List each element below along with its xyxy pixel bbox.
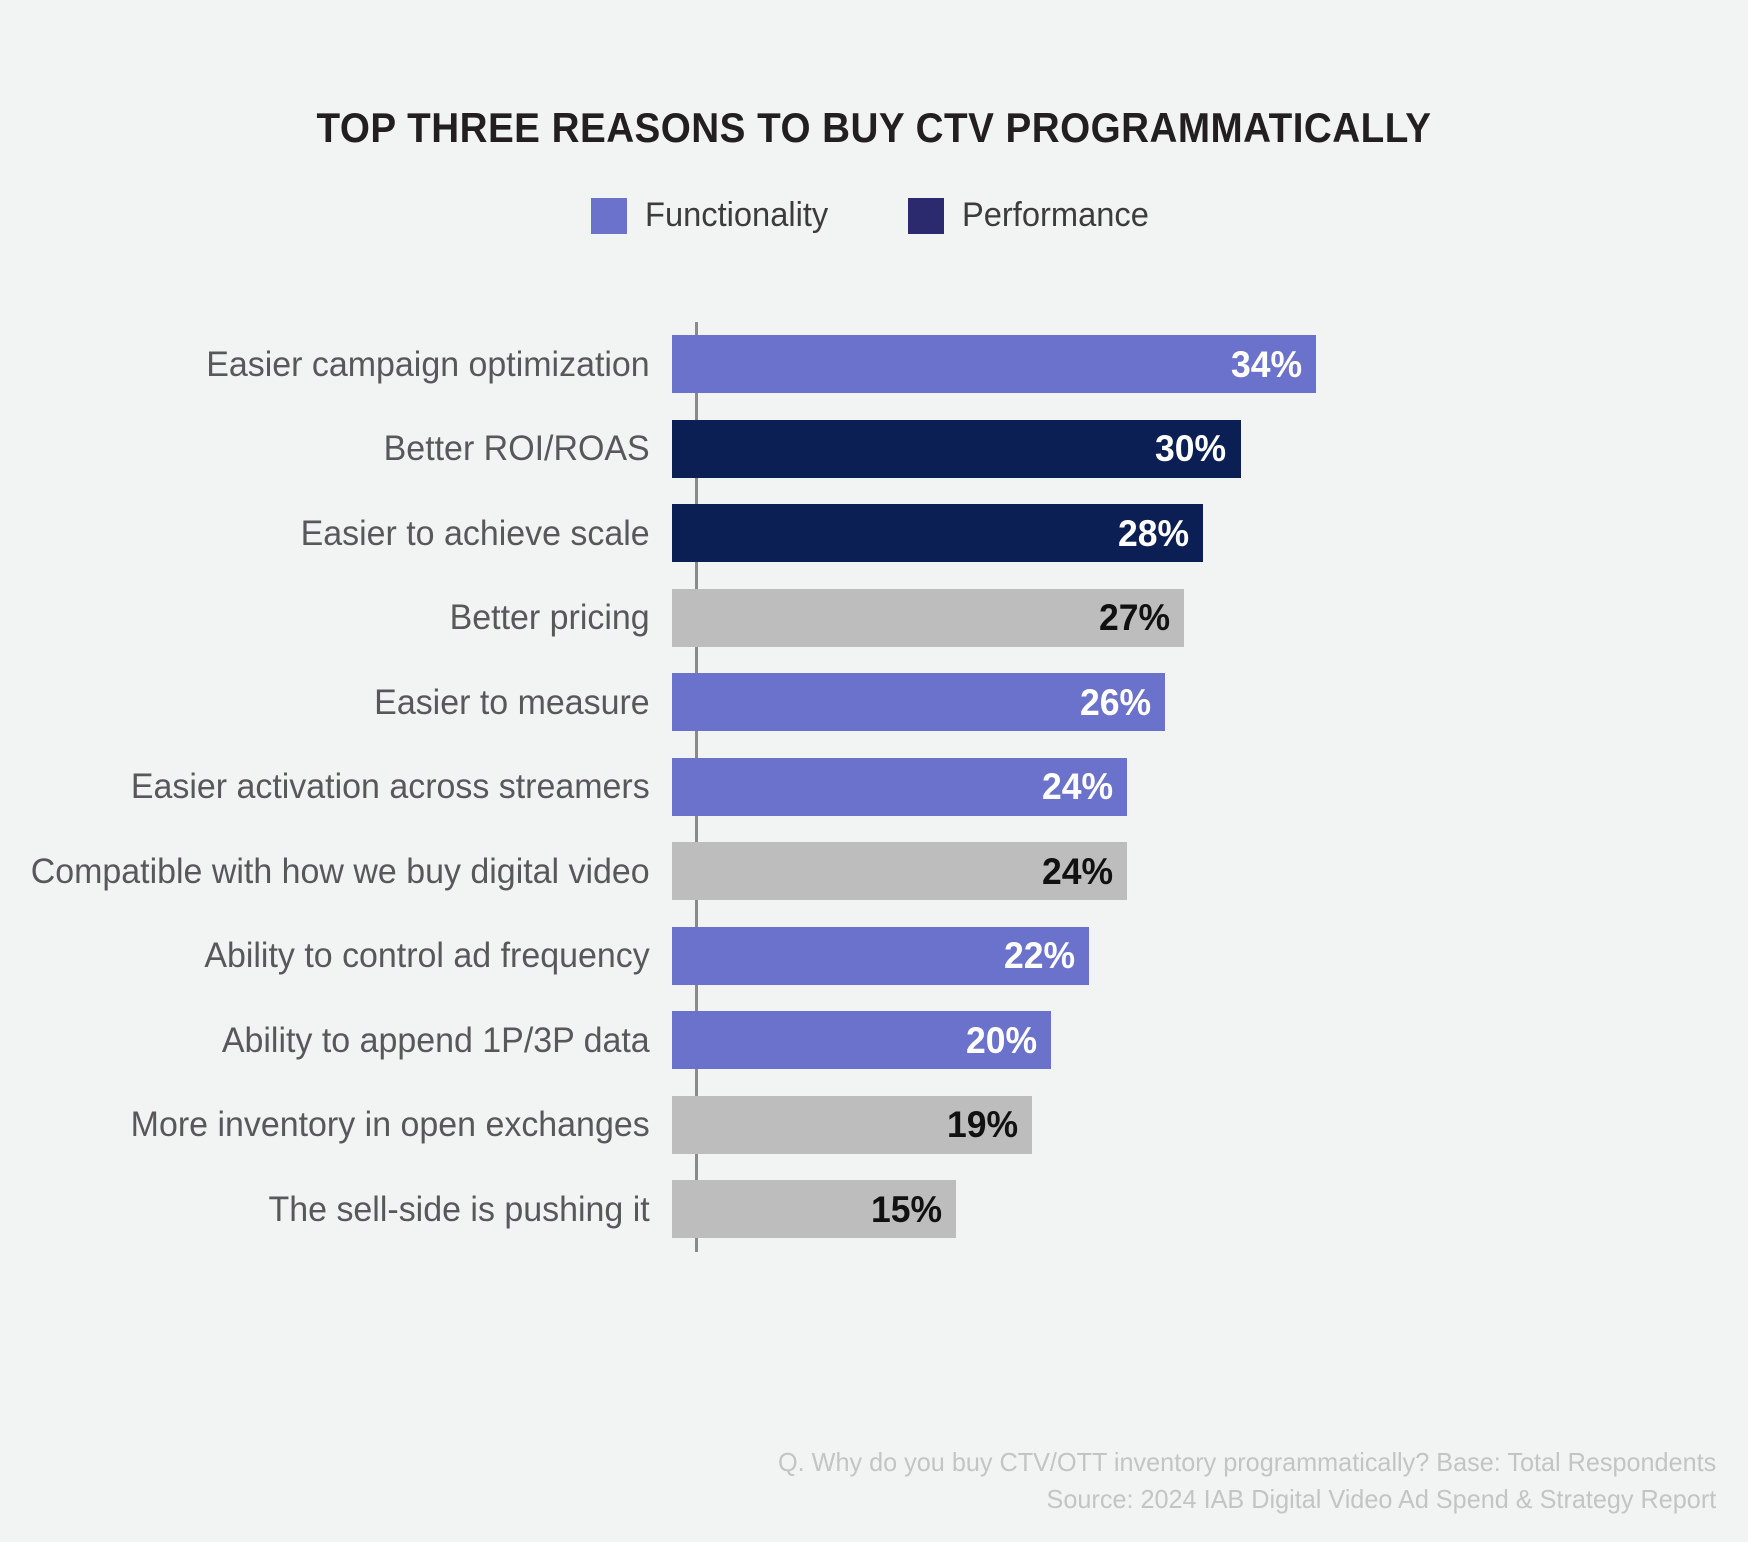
bar-category-label: Better pricing (449, 598, 650, 638)
bar[interactable]: 22% (672, 926, 1089, 985)
bar-value-label: 24% (1041, 850, 1113, 892)
bar-value-label: 30% (1155, 428, 1227, 470)
table-row: Ability to append 1P/3P data 20% (0, 998, 1748, 1083)
bar-value-label: 34% (1231, 343, 1303, 385)
bar-value-label: 26% (1079, 681, 1151, 723)
table-row: More inventory in open exchanges 19% (0, 1083, 1748, 1168)
bar-track: 28% (672, 491, 1748, 576)
table-row: Better ROI/ROAS 30% (0, 407, 1748, 492)
footnote-source: Source: 2024 IAB Digital Video Ad Spend … (1046, 1483, 1716, 1514)
table-row: Easier activation across streamers 24% (0, 745, 1748, 830)
table-row: Easier to achieve scale 28% (0, 491, 1748, 576)
footnote-question: Q. Why do you buy CTV/OTT inventory prog… (777, 1447, 1716, 1477)
table-row: The sell-side is pushing it 15% (0, 1167, 1748, 1252)
bar[interactable]: 26% (672, 673, 1165, 732)
bar-value-label: 19% (946, 1104, 1019, 1146)
legend-swatch-performance-icon (908, 197, 945, 234)
table-row: Compatible with how we buy digital video… (0, 829, 1748, 914)
bar-category-label: Easier to achieve scale (300, 513, 650, 553)
bar-rows: Easier campaign optimization 34% Better RO… (0, 322, 1748, 1252)
bar-category-label: Compatible with how we buy digital video (30, 851, 650, 891)
legend-label-functionality: Functionality (645, 196, 829, 234)
bar-category-label: Ability to control ad frequency (204, 936, 650, 976)
bar-track: 34% (672, 322, 1748, 407)
bar-track: 15% (672, 1167, 1748, 1252)
legend-swatch-functionality-icon (591, 197, 628, 234)
bar-track: 24% (672, 829, 1748, 914)
bar-value-label: 24% (1041, 766, 1113, 808)
bar-category-label: Easier campaign optimization (206, 344, 650, 384)
table-row: Ability to control ad frequency 22% (0, 914, 1748, 999)
table-row: Easier to measure 26% (0, 660, 1748, 745)
bar-track: 20% (672, 998, 1748, 1083)
table-row: Better pricing 27% (0, 576, 1748, 661)
bar-category-label: Better ROI/ROAS (383, 429, 650, 469)
bar[interactable]: 30% (672, 419, 1241, 478)
bar-track: 19% (672, 1083, 1748, 1168)
bar-track: 26% (672, 660, 1748, 745)
bar[interactable]: 34% (672, 335, 1317, 394)
chart-footnote: Q. Why do you buy CTV/OTT inventory prog… (749, 1444, 1716, 1518)
bar-value-label: 15% (871, 1188, 943, 1230)
bar[interactable]: 20% (672, 1011, 1051, 1070)
table-row: Easier campaign optimization 34% (0, 322, 1748, 407)
bar-value-label: 22% (1003, 935, 1075, 977)
bar-value-label: 27% (1098, 597, 1170, 639)
bar-category-label: The sell-side is pushing it (268, 1189, 650, 1229)
bar-track: 22% (672, 914, 1748, 999)
legend-label-performance: Performance (962, 196, 1149, 234)
bar[interactable]: 24% (672, 842, 1127, 901)
chart-title: TOP THREE REASONS TO BUY CTV PROGRAMMATI… (316, 104, 1432, 151)
bar[interactable]: 24% (672, 757, 1127, 816)
chart-legend: Functionality Performance (0, 196, 1748, 235)
bar-value-label: 20% (965, 1019, 1037, 1061)
bar[interactable]: 27% (672, 588, 1184, 647)
legend-item-performance: Performance (908, 196, 1157, 235)
bar[interactable]: 19% (672, 1095, 1033, 1154)
bar-track: 27% (672, 576, 1748, 661)
bar-category-label: More inventory in open exchanges (130, 1105, 650, 1145)
bar-category-label: Easier to measure (374, 682, 650, 722)
bar-category-label: Easier activation across streamers (130, 767, 650, 807)
plot-area: Easier campaign optimization 34% Better RO… (0, 322, 1748, 1252)
bar-category-label: Ability to append 1P/3P data (221, 1020, 650, 1060)
bar[interactable]: 15% (672, 1180, 957, 1239)
bar-track: 30% (672, 407, 1748, 492)
legend-item-functionality: Functionality (591, 196, 836, 235)
bar-value-label: 28% (1117, 512, 1189, 554)
bar[interactable]: 28% (672, 504, 1203, 563)
bar-track: 24% (672, 745, 1748, 830)
